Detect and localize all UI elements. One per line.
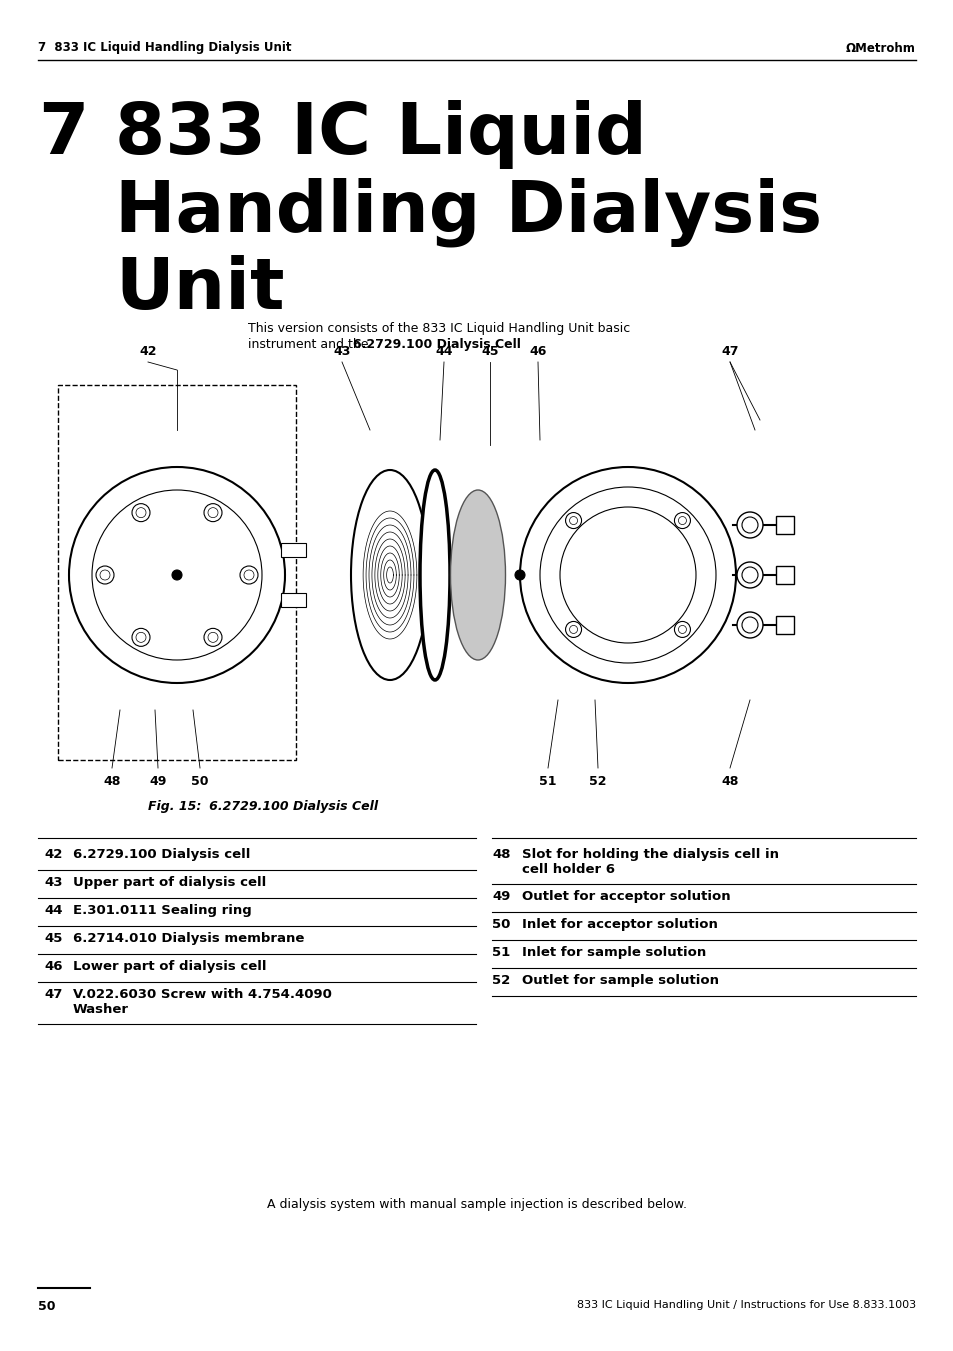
Text: 49: 49 — [492, 890, 510, 902]
Text: E.301.0111 Sealing ring: E.301.0111 Sealing ring — [73, 904, 252, 917]
Text: Inlet for sample solution: Inlet for sample solution — [521, 946, 705, 959]
Circle shape — [737, 612, 762, 638]
Text: This version consists of the 833 IC Liquid Handling Unit basic: This version consists of the 833 IC Liqu… — [248, 322, 630, 335]
Text: 46: 46 — [44, 961, 63, 973]
Text: 43: 43 — [333, 345, 351, 358]
Circle shape — [240, 566, 257, 584]
Text: 6.2729.100 Dialysis cell: 6.2729.100 Dialysis cell — [73, 848, 250, 861]
Circle shape — [674, 512, 690, 528]
Bar — [775, 566, 793, 584]
Text: 51: 51 — [538, 775, 557, 788]
Bar — [58, 385, 295, 761]
Text: 44: 44 — [435, 345, 453, 358]
Circle shape — [204, 628, 222, 646]
Text: cell holder 6: cell holder 6 — [521, 863, 615, 875]
Text: 50: 50 — [38, 1300, 55, 1313]
Circle shape — [69, 467, 285, 684]
Text: 45: 45 — [480, 345, 498, 358]
Text: 48: 48 — [720, 775, 738, 788]
Text: 52: 52 — [492, 974, 510, 988]
Text: 7: 7 — [38, 100, 89, 169]
Ellipse shape — [419, 470, 450, 680]
Text: 50: 50 — [492, 917, 510, 931]
Text: ΩMetrohm: ΩMetrohm — [845, 42, 915, 54]
Text: 46: 46 — [529, 345, 546, 358]
Text: instrument and the: instrument and the — [248, 338, 372, 351]
Circle shape — [204, 504, 222, 521]
Text: 42: 42 — [44, 848, 62, 861]
Text: Washer: Washer — [73, 1002, 129, 1016]
Text: 51: 51 — [492, 946, 510, 959]
Circle shape — [565, 621, 581, 638]
Circle shape — [515, 570, 524, 580]
Text: 6.2729.100 Dialysis Cell: 6.2729.100 Dialysis Cell — [353, 338, 520, 351]
Circle shape — [737, 512, 762, 538]
Text: 47: 47 — [720, 345, 738, 358]
Text: 50: 50 — [191, 775, 209, 788]
Text: 44: 44 — [44, 904, 63, 917]
Text: Lower part of dialysis cell: Lower part of dialysis cell — [73, 961, 266, 973]
Bar — [281, 543, 306, 557]
Circle shape — [132, 628, 150, 646]
Ellipse shape — [351, 470, 429, 680]
Text: Inlet for acceptor solution: Inlet for acceptor solution — [521, 917, 717, 931]
Text: 6.2714.010 Dialysis membrane: 6.2714.010 Dialysis membrane — [73, 932, 304, 944]
Text: 6.2729.100 Dialysis Cell: 6.2729.100 Dialysis Cell — [195, 800, 377, 813]
Text: .: . — [484, 338, 489, 351]
Text: 48: 48 — [103, 775, 121, 788]
Circle shape — [132, 504, 150, 521]
Text: Upper part of dialysis cell: Upper part of dialysis cell — [73, 875, 266, 889]
Text: 52: 52 — [589, 775, 606, 788]
Circle shape — [565, 512, 581, 528]
Text: 833 IC Liquid Handling Unit / Instructions for Use 8.833.1003: 833 IC Liquid Handling Unit / Instructio… — [577, 1300, 915, 1310]
Text: 45: 45 — [44, 932, 62, 944]
Bar — [775, 516, 793, 534]
Text: Outlet for acceptor solution: Outlet for acceptor solution — [521, 890, 730, 902]
Text: 43: 43 — [44, 875, 63, 889]
Text: 833 IC Liquid
Handling Dialysis
Unit: 833 IC Liquid Handling Dialysis Unit — [115, 100, 821, 324]
Circle shape — [674, 621, 690, 638]
Circle shape — [172, 570, 182, 580]
Ellipse shape — [450, 490, 505, 661]
Text: 7  833 IC Liquid Handling Dialysis Unit: 7 833 IC Liquid Handling Dialysis Unit — [38, 42, 292, 54]
Text: 48: 48 — [492, 848, 510, 861]
Text: 47: 47 — [44, 988, 62, 1001]
Text: V.022.6030 Screw with 4.754.4090: V.022.6030 Screw with 4.754.4090 — [73, 988, 332, 1001]
Text: Outlet for sample solution: Outlet for sample solution — [521, 974, 719, 988]
Circle shape — [519, 467, 735, 684]
Text: 42: 42 — [139, 345, 156, 358]
Bar — [281, 593, 306, 607]
Circle shape — [737, 562, 762, 588]
Text: 49: 49 — [150, 775, 167, 788]
Text: A dialysis system with manual sample injection is described below.: A dialysis system with manual sample inj… — [267, 1198, 686, 1210]
Text: Fig. 15:: Fig. 15: — [148, 800, 201, 813]
Circle shape — [96, 566, 113, 584]
Text: Slot for holding the dialysis cell in: Slot for holding the dialysis cell in — [521, 848, 779, 861]
Bar — [775, 616, 793, 634]
